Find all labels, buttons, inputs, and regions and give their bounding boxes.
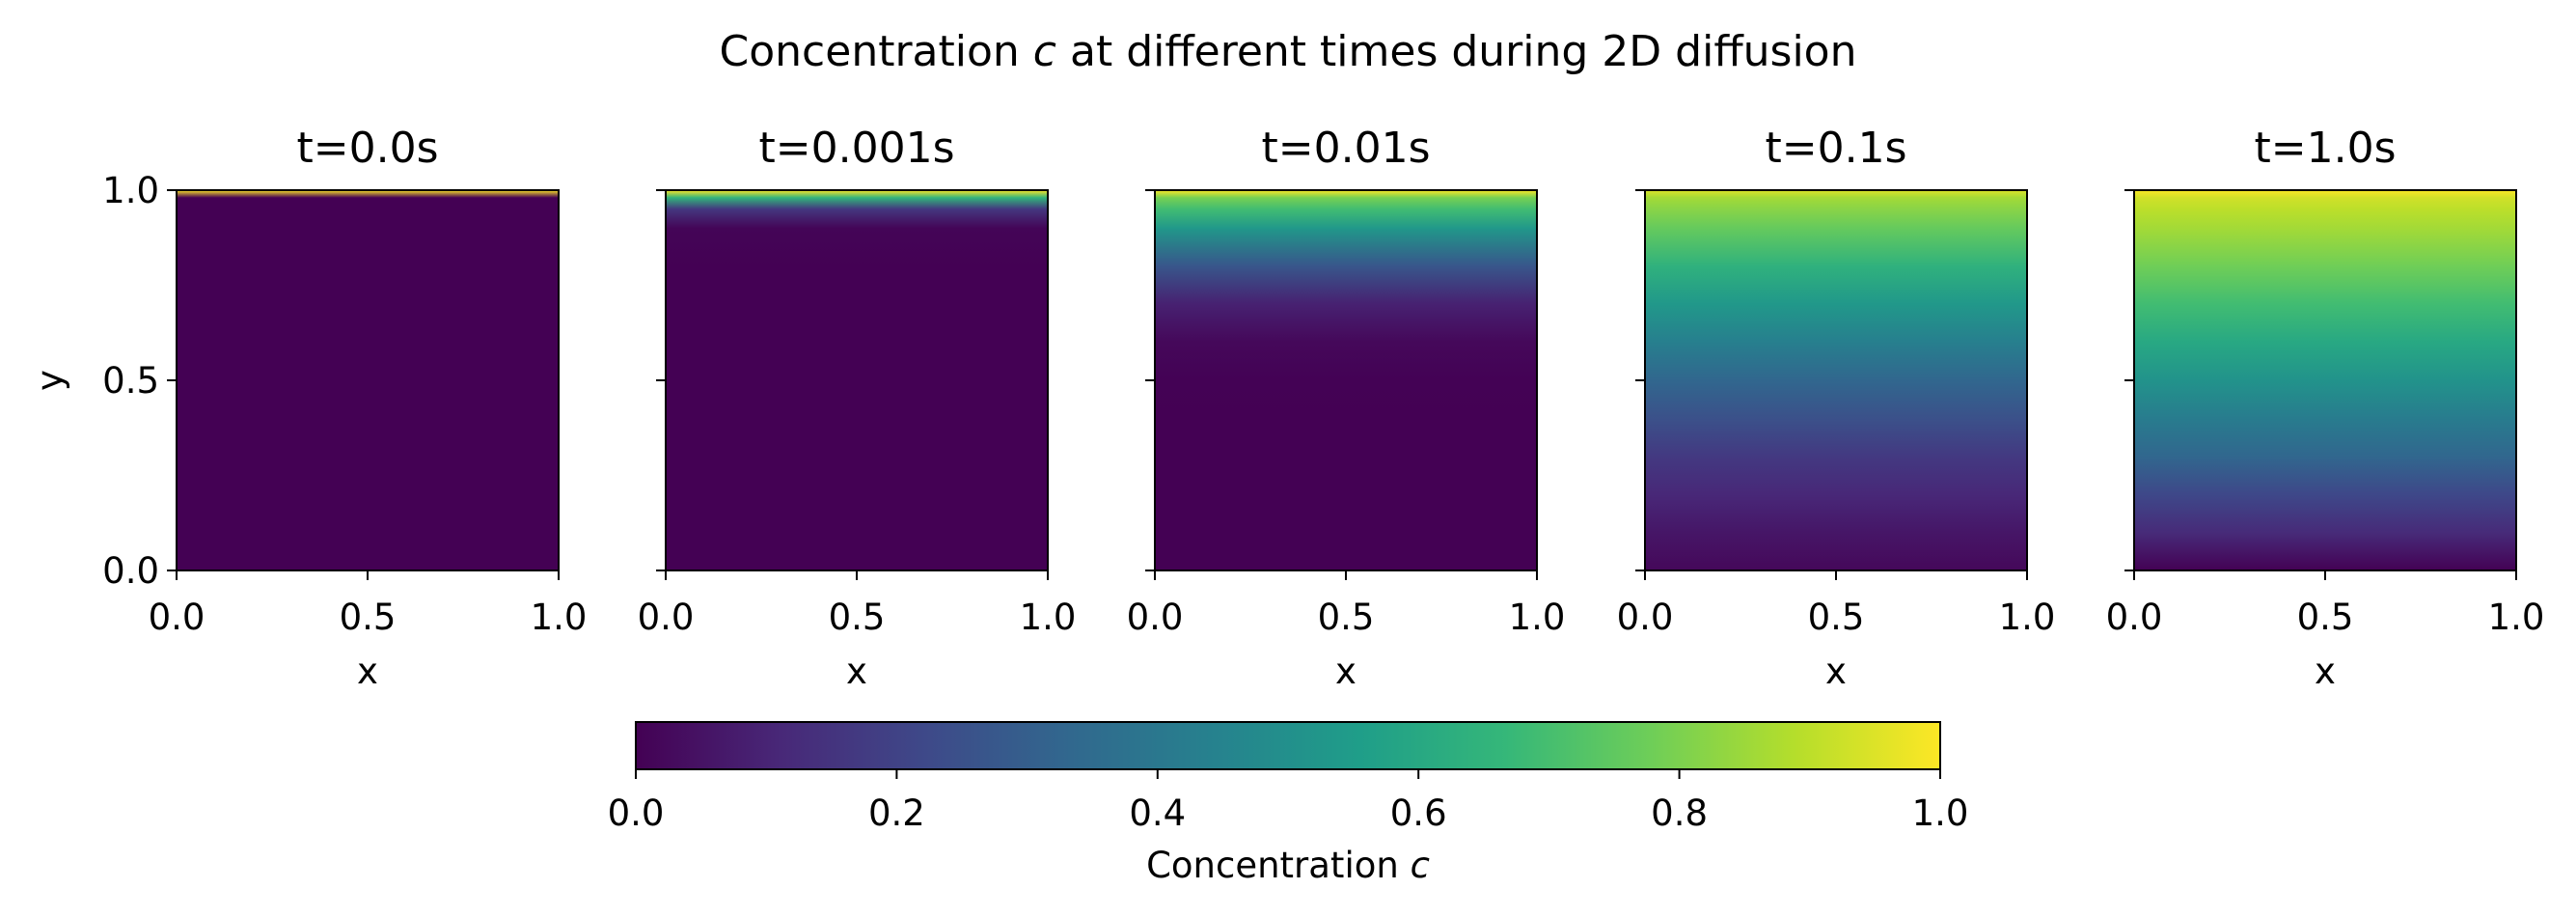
colorbar-tick-label: 0.2 [868, 792, 925, 834]
figure-title-prefix: Concentration [719, 27, 1033, 76]
panel-5-x-tick-label: 0.5 [2297, 597, 2354, 638]
colorbar-gradient [636, 722, 1940, 769]
panel-1-x-tick-label: 0.0 [149, 597, 206, 638]
panel-3: t=0.01s 0.0 0.5 1.0 x [1127, 124, 1566, 692]
panel-1-y-tick-label: 0.0 [102, 550, 159, 592]
panel-5-heatmap [2134, 190, 2516, 570]
panel-2-heatmap [666, 190, 1048, 570]
panel-1: t=0.0s 0.0 0.5 1.0 x 0.0 0.5 1.0 y [29, 124, 587, 692]
panel-3-heatmap [1155, 190, 1537, 570]
figure-title-symbol: c [1032, 27, 1056, 76]
colorbar-tick-label: 0.4 [1129, 792, 1186, 834]
panel-5: t=1.0s 0.0 0.5 1.0 x [2106, 124, 2545, 692]
panel-5-title: t=1.0s [2254, 124, 2396, 173]
panel-5-x-tick-label: 1.0 [2488, 597, 2545, 638]
colorbar-label-symbol: c [1410, 845, 1430, 886]
panel-4-x-axis-label: x [1825, 651, 1847, 692]
panel-2-x-tick-label: 0.0 [638, 597, 695, 638]
panel-1-y-axis-label: y [29, 370, 70, 391]
panel-1-y-tick-label: 1.0 [102, 170, 159, 211]
colorbar-frame [635, 721, 1941, 770]
panels: t=0.0s 0.0 0.5 1.0 x 0.0 0.5 1.0 y t=0.001s 0.0 0.5… [29, 124, 2544, 692]
panel-4-x-tick-label: 0.0 [1617, 597, 1674, 638]
panel-4-heatmap [1645, 190, 2027, 570]
panel-4-title: t=0.1s [1765, 124, 1906, 173]
panel-3-x-axis-label: x [1335, 651, 1357, 692]
panel-3-x-tick-label: 1.0 [1509, 597, 1566, 638]
colorbar: 0.0 0.2 0.4 0.6 0.8 1.0 [608, 721, 1969, 834]
panel-3-x-tick-label: 0.5 [1318, 597, 1375, 638]
panel-5-x-tick-label: 0.0 [2106, 597, 2163, 638]
colorbar-tick-label: 0.0 [608, 792, 665, 834]
panel-1-x-axis-label: x [357, 651, 378, 692]
panel-4-x-tick-label: 1.0 [1999, 597, 2056, 638]
colorbar-tick-label: 0.8 [1651, 792, 1708, 834]
panel-2-title: t=0.001s [758, 124, 954, 173]
colorbar-tick-label: 0.6 [1390, 792, 1447, 834]
figure-title: Concentration c at different times durin… [0, 23, 2576, 81]
colorbar-label: Concentration c [636, 842, 1940, 890]
panel-1-title: t=0.0s [296, 124, 438, 173]
panel-4: t=0.1s 0.0 0.5 1.0 x [1617, 124, 2056, 692]
panel-1-x-tick-label: 1.0 [531, 597, 588, 638]
panel-2: t=0.001s 0.0 0.5 1.0 x [638, 124, 1077, 692]
panel-2-x-axis-label: x [846, 651, 867, 692]
colorbar-label-prefix: Concentration [1146, 845, 1411, 886]
panel-2-x-tick-label: 1.0 [1020, 597, 1077, 638]
panel-2-x-tick-label: 0.5 [829, 597, 886, 638]
panel-3-title: t=0.01s [1261, 124, 1430, 173]
colorbar-tick-label: 1.0 [1912, 792, 1969, 834]
panel-1-y-tick-label: 0.5 [102, 360, 159, 402]
panel-3-x-tick-label: 0.0 [1127, 597, 1184, 638]
figure-title-suffix: at different times during 2D diffusion [1056, 27, 1857, 76]
panel-5-x-axis-label: x [2315, 651, 2336, 692]
panel-4-x-tick-label: 0.5 [1808, 597, 1865, 638]
panel-1-x-tick-label: 0.5 [340, 597, 397, 638]
panel-1-heatmap [177, 190, 559, 570]
